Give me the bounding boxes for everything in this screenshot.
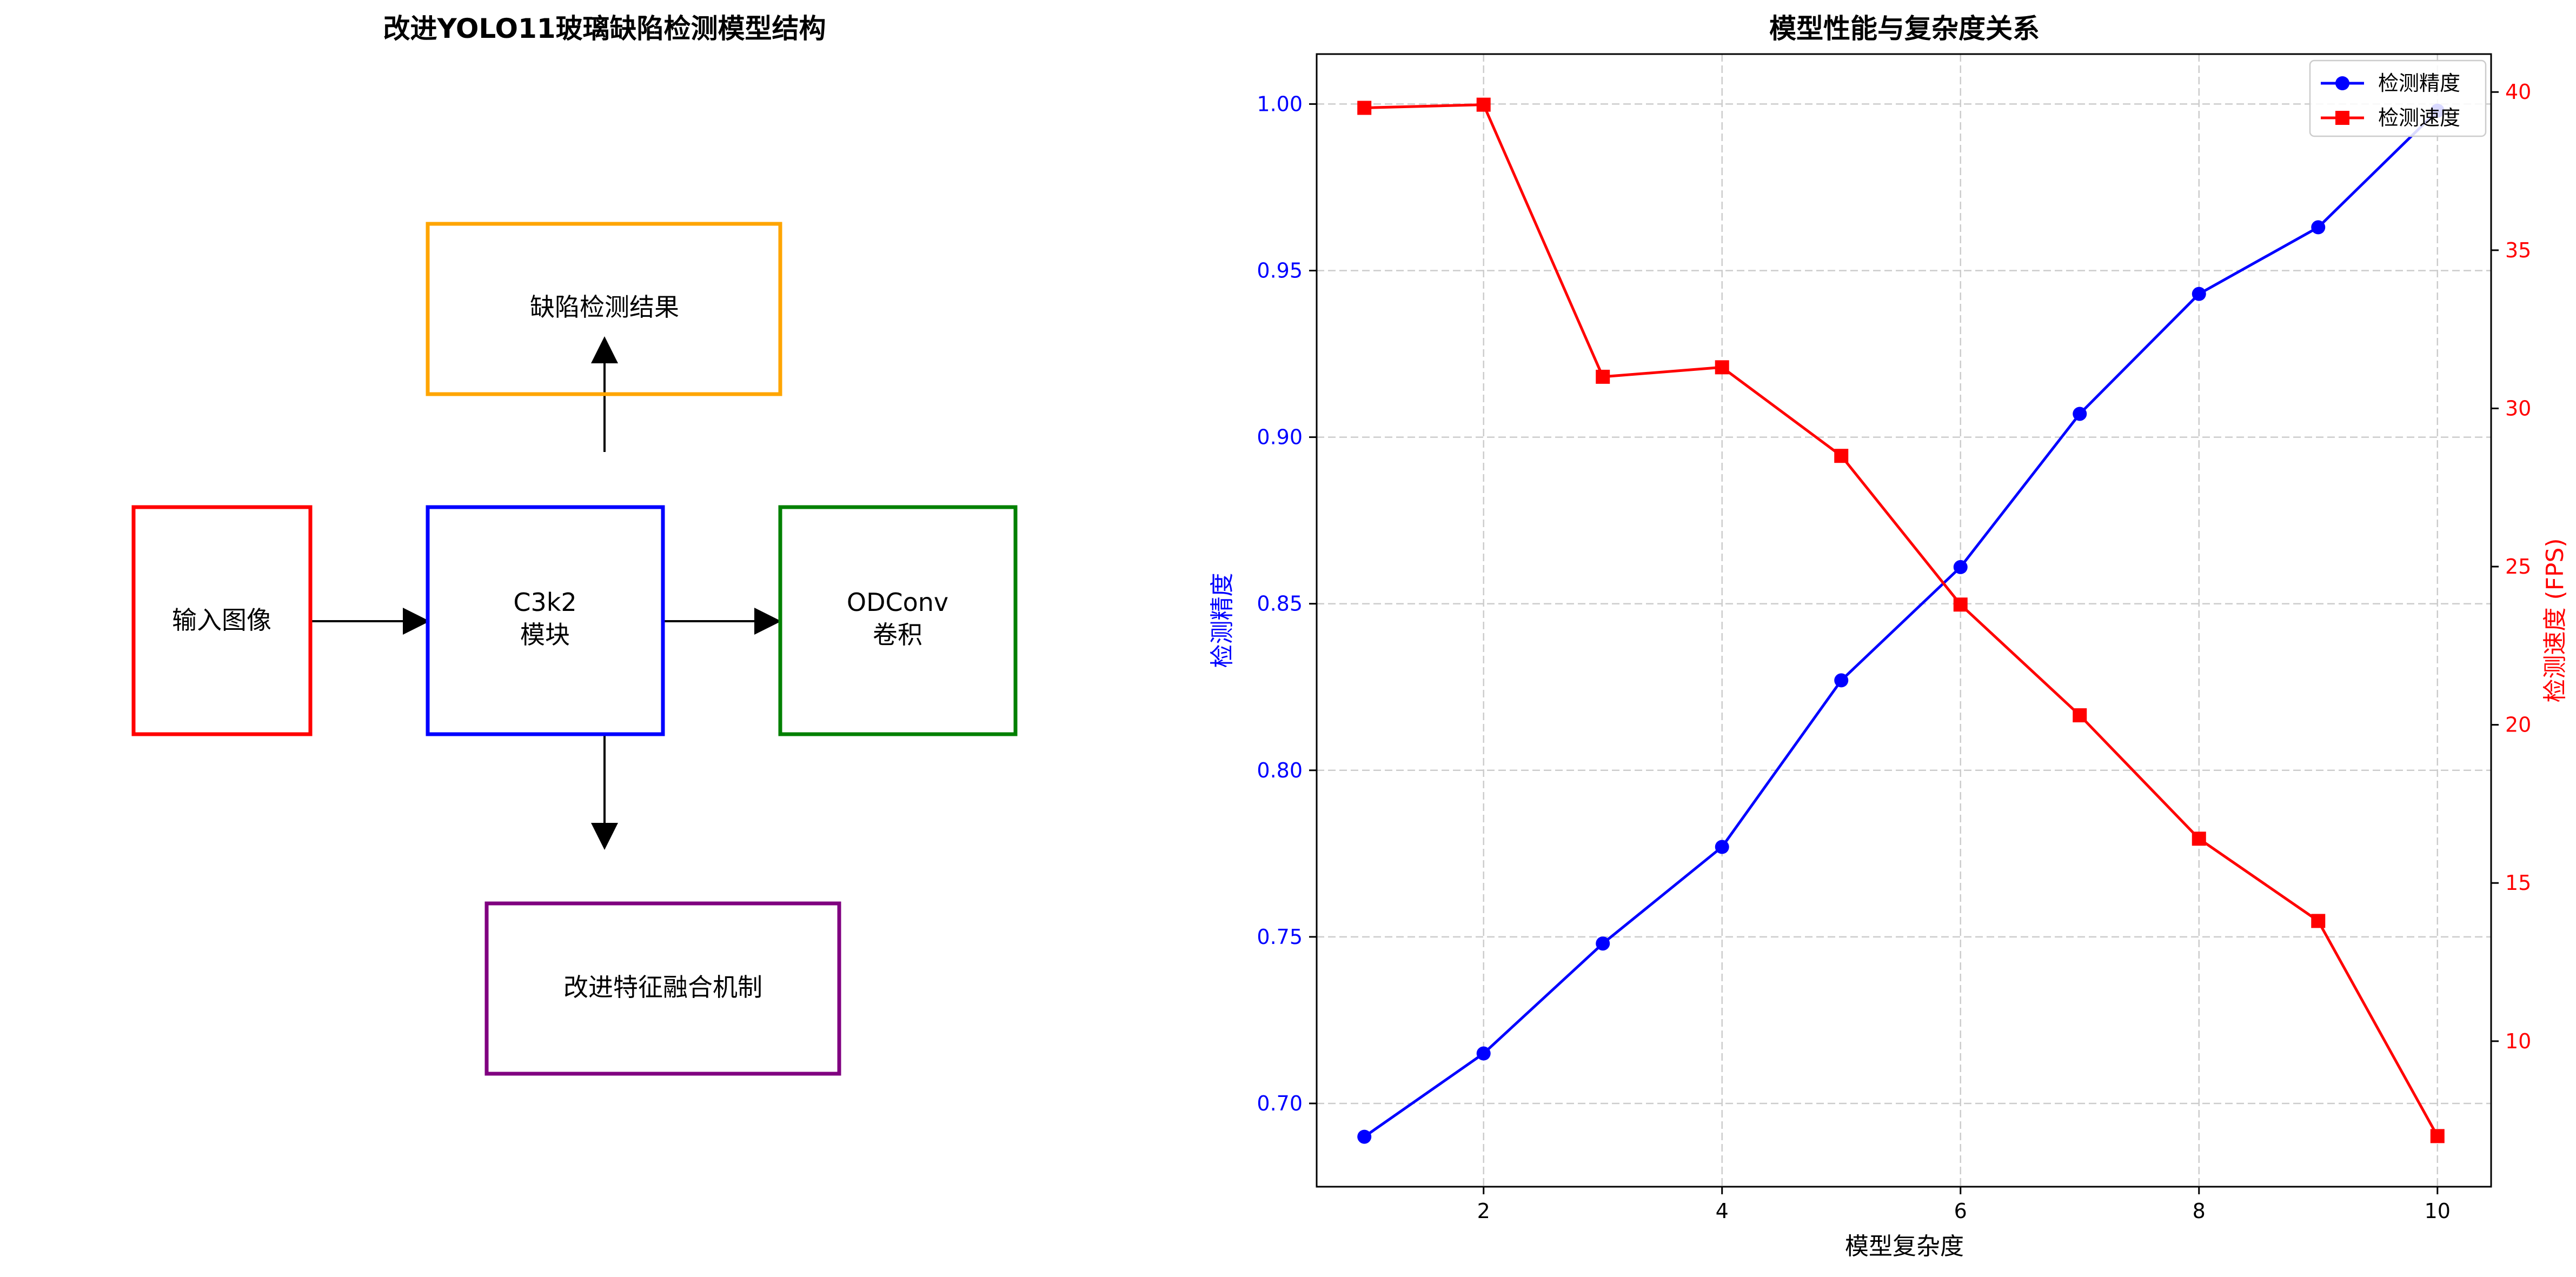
- box-feature-fusion-label: 改进特征融合机制: [563, 973, 762, 1002]
- arrow-input-to-c3k2: [309, 608, 430, 635]
- y-right-tick-label: 35: [2505, 238, 2531, 262]
- data-point: [2311, 914, 2326, 928]
- data-point: [1953, 560, 1968, 574]
- y-right-tick-label: 40: [2505, 80, 2531, 104]
- x-tick-label: 4: [1716, 1199, 1729, 1223]
- data-point: [2192, 832, 2206, 846]
- x-tick-label: 6: [1954, 1199, 1967, 1223]
- y-left-tick-label: 0.75: [1257, 925, 1303, 949]
- chart-series: [1357, 97, 2445, 1144]
- data-point: [1476, 97, 1491, 112]
- legend-item: 检测速度: [2321, 106, 2460, 130]
- diagram-arrows: [309, 336, 781, 850]
- chart-title: 模型性能与复杂度关系: [1769, 13, 2040, 44]
- series-line: [1363, 109, 2439, 1138]
- box-odconv-label-line2: 卷积: [873, 620, 922, 649]
- box-c3k2-frame: [426, 505, 665, 736]
- data-point: [2311, 220, 2326, 235]
- performance-chart: 模型性能与复杂度关系 2 4 6 8 10 0.70 0.75 0.80 0.85 0.90 0.9…: [1209, 13, 2569, 1260]
- data-point: [1596, 936, 1610, 951]
- x-tick-label: 2: [1477, 1199, 1490, 1223]
- box-input-image-frame: [131, 505, 313, 736]
- y-left-tick-label: 0.80: [1257, 759, 1303, 782]
- arrow-c3k2-to-odconv: [663, 608, 781, 635]
- box-c3k2-module: C3k2 模块: [426, 505, 665, 736]
- y-left-tick-label: 0.85: [1257, 592, 1303, 616]
- data-point: [1834, 449, 1849, 463]
- legend-label: 检测速度: [2378, 106, 2460, 130]
- plot-frame: [1316, 53, 2492, 1188]
- box-detection-result-frame: [426, 222, 782, 396]
- x-tick-label: 8: [2193, 1199, 2206, 1223]
- data-point: [2073, 708, 2087, 723]
- series-line: [1364, 103, 2439, 1137]
- y-right-tick-label: 10: [2505, 1029, 2531, 1053]
- data-point: [2073, 407, 2087, 421]
- x-axis-label: 模型复杂度: [1845, 1233, 1964, 1260]
- data-point: [1476, 1046, 1491, 1061]
- series-speed: [1357, 97, 2445, 1143]
- data-point: [1953, 597, 1968, 612]
- box-input-image-label: 输入图像: [172, 606, 271, 635]
- box-feature-fusion-frame: [484, 901, 841, 1076]
- y-axis-right-label: 检测速度 (FPS): [2541, 538, 2569, 702]
- arrow-c3k2-to-fusion: [591, 735, 618, 850]
- box-c3k2-label-line1: C3k2: [513, 588, 576, 617]
- box-detection-result-label: 缺陷检测结果: [530, 292, 679, 322]
- data-point: [1715, 360, 1729, 375]
- y-right-tick-label: 15: [2505, 871, 2531, 895]
- data-point: [1357, 1129, 1372, 1144]
- legend-swatch-marker: [2335, 111, 2349, 125]
- legend-swatch-marker: [2335, 76, 2349, 90]
- y-left-tick-label: 0.70: [1257, 1092, 1303, 1115]
- y-right-tick-label: 30: [2505, 396, 2531, 420]
- data-point: [1834, 673, 1849, 688]
- box-detection-result: 缺陷检测结果: [426, 222, 782, 396]
- arrow-c3k2-to-result: [591, 336, 618, 452]
- legend-item: 检测精度: [2321, 71, 2460, 95]
- architecture-diagram: 改进YOLO11玻璃缺陷检测模型结构 输入图像: [131, 13, 1018, 1076]
- box-odconv-label-line1: ODConv: [847, 588, 948, 617]
- data-point: [1715, 840, 1729, 854]
- y-axis-left-label: 检测精度: [1209, 573, 1236, 668]
- box-odconv-frame: [778, 505, 1018, 736]
- y-right-tick-label: 20: [2505, 713, 2531, 737]
- data-point: [2192, 287, 2206, 301]
- box-feature-fusion: 改进特征融合机制: [484, 901, 841, 1076]
- data-point: [1357, 101, 1372, 115]
- series-accuracy: [1357, 103, 2445, 1144]
- data-point: [1596, 369, 1610, 384]
- y-right-tick-label: 25: [2505, 555, 2531, 578]
- box-c3k2-label-line2: 模块: [520, 620, 570, 649]
- diagram-title: 改进YOLO11玻璃缺陷检测模型结构: [383, 13, 826, 44]
- chart-grid: [1317, 54, 2491, 1187]
- x-tick-label: 10: [2425, 1199, 2451, 1223]
- y-left-tick-label: 0.95: [1257, 259, 1303, 283]
- legend-label: 检测精度: [2378, 71, 2460, 95]
- y-left-tick-label: 0.90: [1257, 425, 1303, 449]
- box-odconv: ODConv 卷积: [778, 505, 1018, 736]
- data-point: [2430, 1129, 2445, 1143]
- chart-axes: 2 4 6 8 10 0.70 0.75 0.80 0.85 0.90 0.95 1.00 10 15 20…: [1257, 80, 2531, 1223]
- box-input-image: 输入图像: [131, 505, 313, 736]
- y-left-tick-label: 1.00: [1257, 92, 1303, 116]
